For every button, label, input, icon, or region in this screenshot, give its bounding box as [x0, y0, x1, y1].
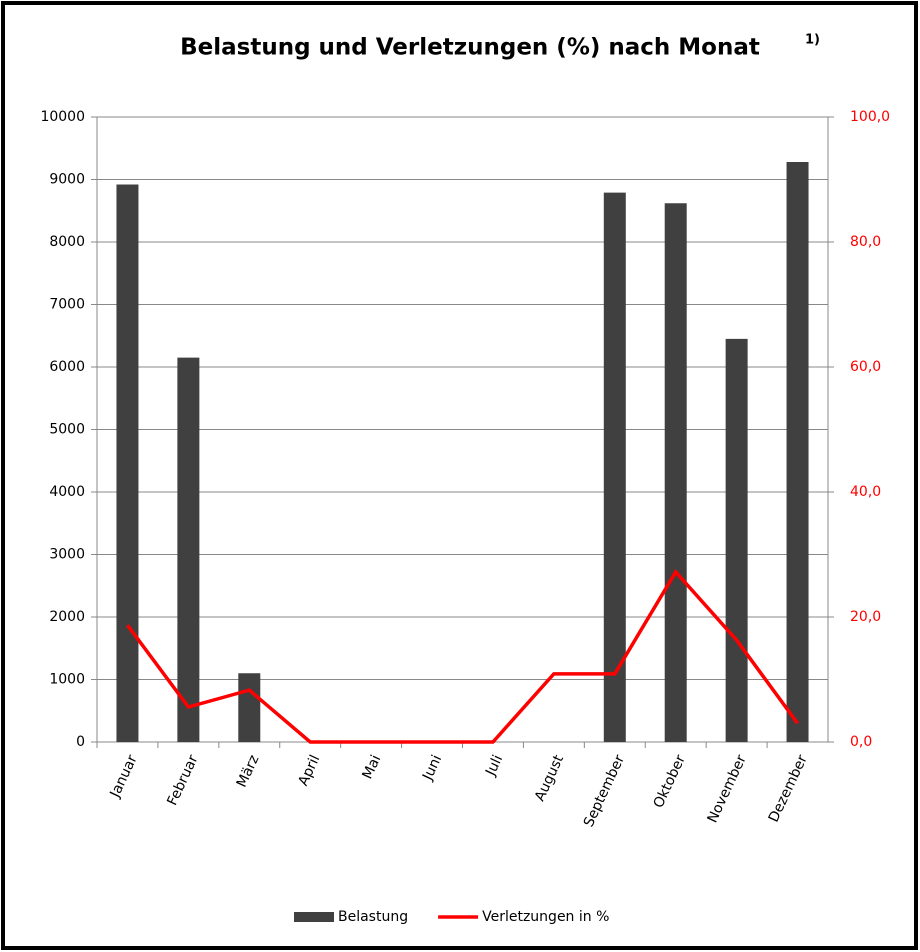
y-tick-label: 5000: [49, 422, 85, 438]
legend-label: Verletzungen in %: [482, 909, 609, 925]
y-tick-label: 6000: [49, 359, 85, 375]
bar: [116, 184, 139, 742]
title-note: 1): [805, 33, 820, 48]
y2-tick-label: 40,0: [850, 484, 881, 500]
bar: [786, 162, 809, 742]
bar: [177, 357, 200, 742]
y2-tick-label: 80,0: [850, 234, 881, 250]
y-tick-label: 3000: [49, 547, 85, 563]
bar: [603, 192, 626, 742]
y-tick-label: 4000: [49, 484, 85, 500]
bar: [238, 673, 261, 742]
legend-label: Belastung: [338, 909, 408, 925]
y2-tick-label: 100,0: [850, 109, 890, 125]
legend-swatch: [294, 912, 334, 922]
y-tick-label: 1000: [49, 672, 85, 688]
y-tick-label: 0: [76, 734, 85, 750]
y-tick-label: 10000: [40, 109, 85, 125]
y2-tick-label: 0,0: [850, 734, 872, 750]
chart-title: Belastung und Verletzungen (%) nach Mona…: [180, 35, 760, 61]
y-tick-label: 2000: [49, 609, 85, 625]
y-tick-label: 8000: [49, 234, 85, 250]
y2-tick-label: 60,0: [850, 359, 881, 375]
bar: [664, 203, 687, 742]
y2-tick-label: 20,0: [850, 609, 881, 625]
line: [126, 569, 799, 744]
y-tick-label: 7000: [49, 297, 85, 313]
bar: [725, 338, 748, 742]
y-tick-label: 9000: [49, 172, 85, 188]
